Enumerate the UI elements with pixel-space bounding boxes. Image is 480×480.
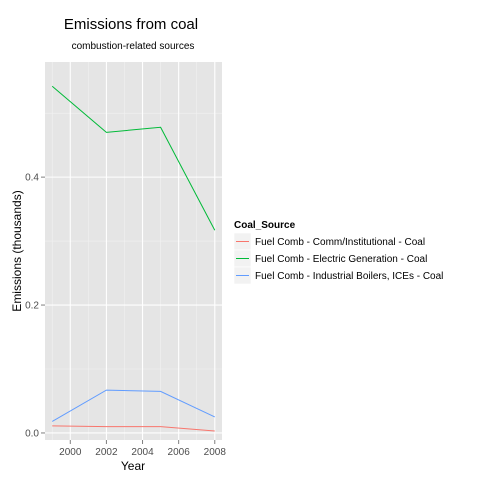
legend-label: Fuel Comb - Comm/Institutional - Coal [255, 237, 425, 248]
x-tick-label: 2008 [204, 447, 227, 458]
series-line-2 [51, 85, 216, 231]
y-axis: 0.0 0.2 0.4 [25, 173, 45, 439]
x-tick-label: 2004 [131, 447, 154, 458]
x-axis: 2000 2002 2004 2006 2008 [59, 440, 226, 458]
legend-items: Fuel Comb - Comm/Institutional - Coal Fue… [233, 232, 443, 285]
y-tick-label: 0.2 [25, 301, 39, 312]
x-tick-label: 2002 [95, 447, 118, 458]
x-tick-label: 2006 [168, 447, 191, 458]
plot-panel [45, 62, 222, 440]
chart-title: Emissions from coal [64, 16, 198, 33]
legend-title: Coal_Source [234, 220, 296, 231]
chart-subtitle: combustion-related sources [72, 41, 195, 52]
grid-major [45, 62, 222, 440]
legend-label: Fuel Comb - Electric Generation - Coal [255, 254, 427, 265]
x-axis-title: Year [121, 459, 145, 473]
y-axis-title: Emissions (thousands) [10, 190, 24, 311]
series-lines [51, 85, 216, 432]
grid-minor [45, 62, 222, 440]
y-tick-label: 0.0 [25, 428, 39, 439]
x-tick-label: 2000 [59, 447, 82, 458]
legend: Coal_Source Fuel Comb - Comm/Institution… [233, 220, 443, 285]
series-line-3 [51, 389, 215, 422]
series-line-1 [52, 425, 215, 432]
legend-label: Fuel Comb - Industrial Boilers, ICEs - C… [255, 271, 443, 282]
y-tick-label: 0.4 [25, 173, 39, 184]
